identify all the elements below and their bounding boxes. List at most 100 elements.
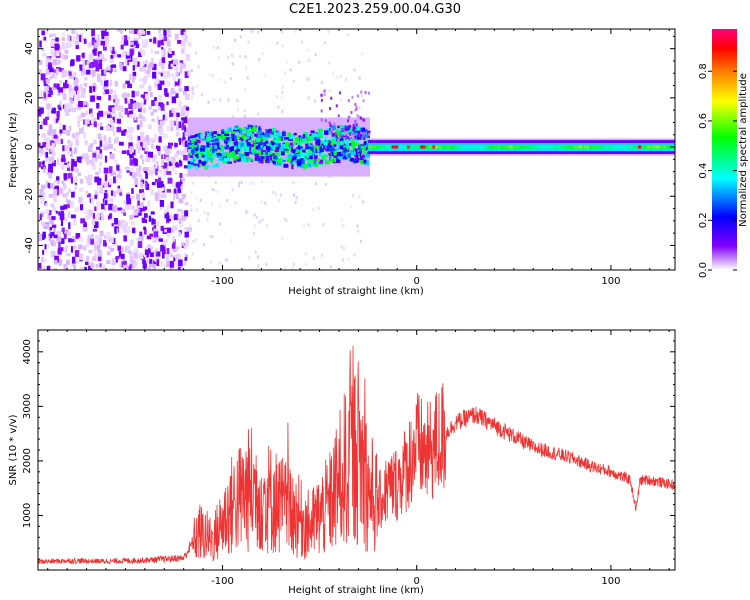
spectrogram-cell [268, 152, 273, 155]
spectrogram-y-tick-label: 0 [24, 144, 35, 150]
spectrogram-cell [464, 148, 467, 151]
spectrogram-cell [310, 144, 314, 150]
spectrogram-cell [602, 140, 605, 144]
spectrogram-cell [291, 164, 294, 170]
spectrogram-cell [129, 171, 133, 176]
spectrogram-cell [302, 134, 306, 139]
spectrogram-cell [305, 263, 308, 267]
spectrogram-cell [377, 145, 380, 149]
spectrogram-cell [247, 124, 251, 129]
spectrogram-cell [615, 145, 618, 149]
spectrogram-cell [633, 150, 636, 154]
spectrogram-cell [64, 245, 68, 250]
spectrogram-cell [154, 196, 158, 201]
spectrogram-cell [281, 131, 286, 137]
spectrogram-cell [139, 120, 143, 128]
spectrogram-cell [358, 130, 361, 135]
spectrogram-cell [109, 213, 113, 219]
spectrogram-cell [626, 148, 629, 151]
spectrogram-cell [94, 192, 99, 197]
spectrogram-cell [53, 268, 58, 270]
spectrogram-cell [323, 93, 326, 97]
spectrogram-y-tick-label: -20 [24, 188, 35, 204]
spectrogram-cell [518, 143, 521, 147]
spectrogram-x-tick-label: -100 [211, 276, 234, 287]
spectrogram-cell [60, 219, 64, 226]
spectrogram-cell [265, 159, 270, 164]
spectrogram-cell [162, 145, 168, 152]
spectrogram-cell [334, 132, 337, 136]
spectrogram-cell [70, 246, 74, 253]
spectrogram-cell [203, 211, 206, 215]
spectrogram-cell [504, 148, 507, 151]
spectrogram-cell [416, 150, 419, 154]
spectrogram-cell [151, 57, 154, 63]
spectrogram-cell [551, 150, 554, 154]
spectrogram-cell [607, 150, 610, 154]
spectrogram-cell [218, 205, 221, 209]
spectrogram-cell [211, 202, 214, 206]
spectrogram-hotspot [391, 145, 395, 149]
spectrogram-cell [484, 145, 487, 149]
spectrogram-cell [108, 105, 113, 113]
spectrogram-cell [42, 223, 47, 228]
spectrogram-cell [208, 156, 213, 161]
spectrogram-cell [257, 264, 260, 268]
spectrogram-cell [254, 133, 258, 137]
spectrogram-cell [605, 148, 608, 151]
spectrogram-cell [371, 148, 374, 151]
spectrogram-cell [178, 198, 184, 204]
spectrogram-cell [134, 113, 137, 121]
spectrogram-cell [271, 131, 275, 135]
spectrogram-cell [85, 102, 89, 108]
spectrogram-cell [112, 114, 117, 119]
spectrogram-cell [43, 79, 46, 83]
spectrogram-cell [148, 151, 153, 158]
spectrogram-cell [156, 259, 160, 267]
spectrogram-cell [70, 238, 75, 243]
spectrogram-cell [62, 145, 65, 152]
spectrogram-cell [158, 169, 163, 174]
spectrogram-cell [414, 150, 417, 154]
spectrogram-cell [338, 133, 341, 137]
spectrogram-cell [346, 126, 349, 129]
spectrogram-cell [110, 55, 114, 61]
spectrogram-cell [517, 145, 520, 149]
spectrogram-cell [55, 37, 59, 42]
spectrogram-cell [183, 258, 187, 266]
spectrogram-cell [358, 76, 361, 80]
spectrogram-cell [68, 106, 71, 112]
spectrogram-cell [78, 244, 83, 250]
spectrogram-cell [174, 153, 179, 158]
spectrogram-cell [59, 68, 64, 73]
spectrogram-marks [38, 29, 675, 270]
spectrogram-cell [379, 143, 382, 147]
spectrogram-cell [121, 35, 126, 41]
spectrogram-cell [413, 148, 416, 151]
spectrogram-cell [292, 117, 296, 177]
spectrogram-cell [581, 140, 584, 144]
spectrogram-cell [343, 127, 346, 131]
spectrogram-cell [111, 171, 117, 175]
spectrogram-cell [125, 167, 131, 171]
spectrogram-cell [289, 142, 293, 146]
spectrogram-cell [166, 251, 172, 255]
spectrogram-cell [472, 145, 475, 149]
spectrogram-cell [535, 145, 538, 149]
spectrogram-cell [207, 136, 213, 141]
spectrogram-cell [314, 99, 317, 103]
spectrogram-cell [613, 150, 616, 154]
spectrogram-cell [528, 143, 531, 147]
spectrogram-cell [265, 145, 271, 150]
spectrogram-cell [234, 135, 237, 140]
spectrogram-cell [622, 150, 625, 154]
spectrogram-cell [452, 143, 455, 147]
spectrogram-cell [129, 159, 134, 166]
spectrogram-cell [191, 252, 194, 256]
spectrogram-cell [109, 153, 115, 160]
spectrogram-cell [403, 148, 406, 151]
spectrogram-cell [100, 80, 103, 86]
spectrogram-cell [212, 45, 215, 49]
spectrogram-cell [396, 143, 399, 147]
spectrogram-cell [76, 34, 80, 41]
